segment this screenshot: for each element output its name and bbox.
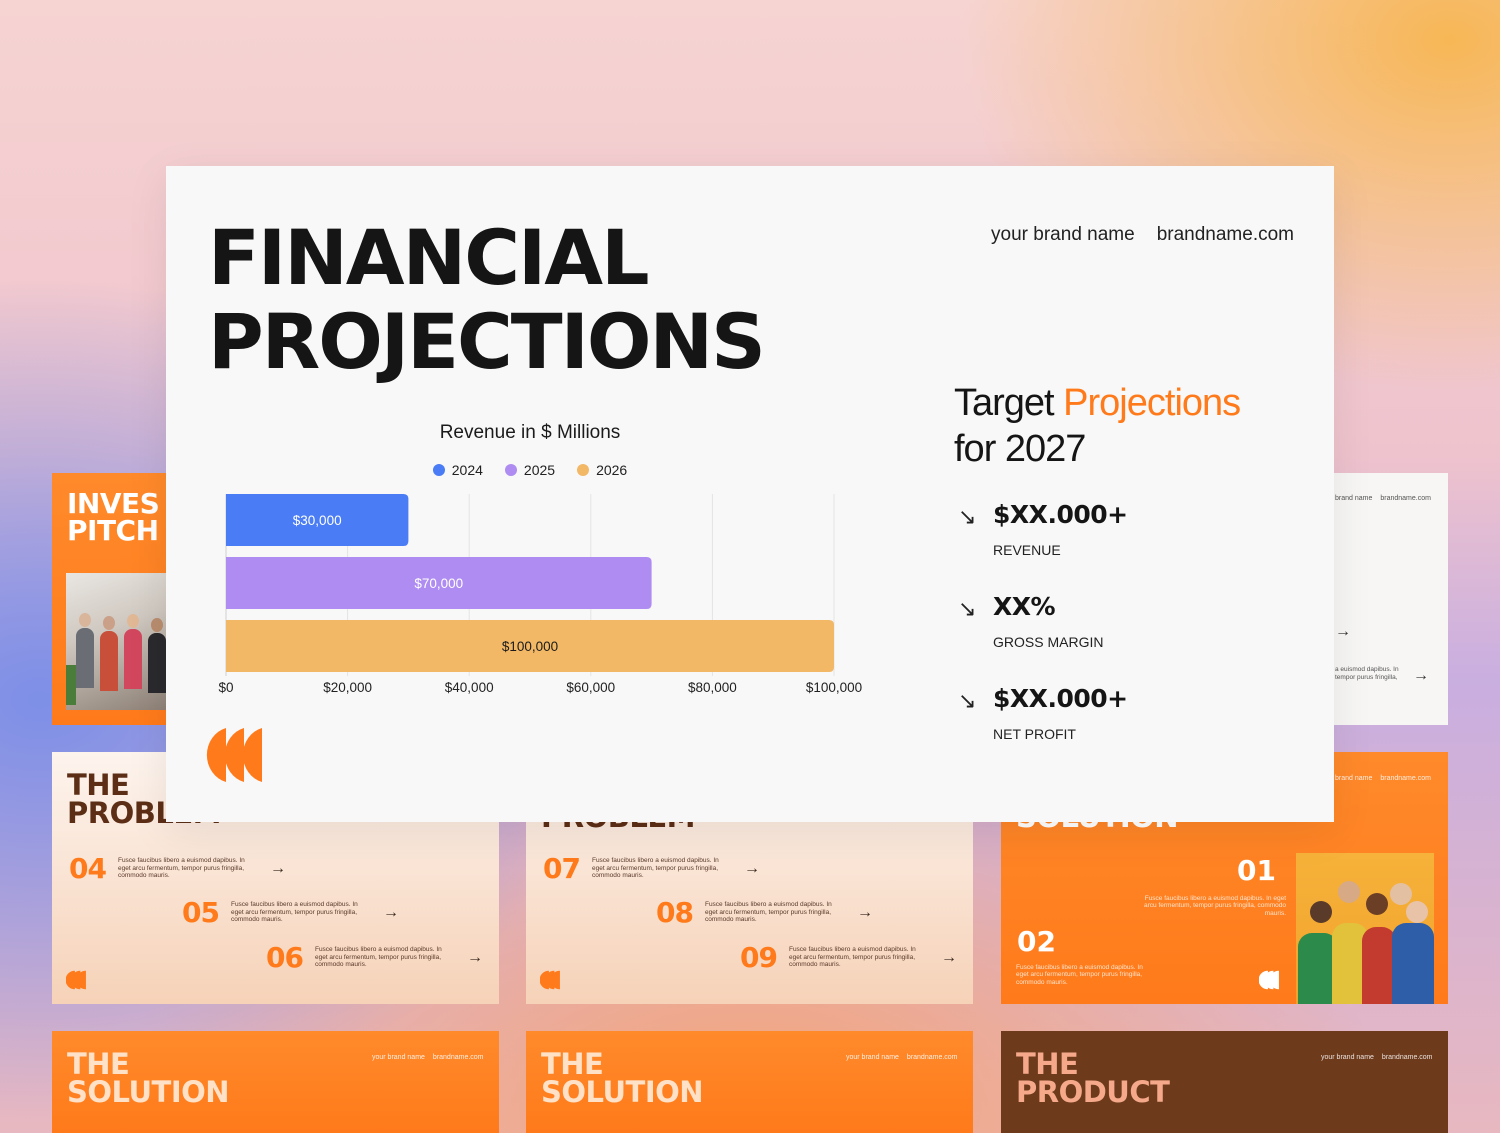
legend-swatch: [432, 464, 445, 476]
metric-label: NET PROFIT: [993, 726, 1076, 742]
team-photo: [1296, 853, 1434, 1004]
brand-row: your brand name brandname.com: [991, 224, 1294, 246]
legend-item-2025: 2025: [504, 462, 556, 478]
arrow-right-icon: →: [1413, 667, 1429, 684]
bar-data-label: $70,000: [414, 576, 463, 591]
brand-logo-icon: [66, 970, 86, 990]
problem-item: 09 Fusce faucibus libero a euismod dapib…: [740, 941, 957, 974]
slide-investor-pitch[interactable]: INVES PITCH: [52, 473, 182, 725]
text-snippet: a euismod dapibus. In tempor purus fringi…: [1335, 666, 1399, 681]
arrow-right-icon: →: [856, 903, 873, 921]
brand-row: your brand name brandname.com: [1321, 1054, 1433, 1061]
arrow-right-icon: →: [1335, 623, 1351, 640]
x-tick-label: $40,000: [445, 680, 494, 695]
team-photo: [66, 573, 182, 710]
slide-title: THE SOLUTION: [541, 1047, 704, 1109]
target-heading: Target Projections for 2027: [954, 382, 1241, 470]
metric-label: GROSS MARGIN: [993, 634, 1104, 650]
page-title: FINANCIAL PROJECTIONS: [208, 213, 766, 386]
problem-item: 05 Fusce faucibus libero a euismod dapib…: [182, 896, 399, 929]
slide-title: THE SOLUTION: [67, 1047, 230, 1109]
arrow-down-right-icon: ↘: [958, 504, 977, 529]
x-tick-label: $80,000: [688, 680, 737, 695]
solution-num-1: 01: [1237, 854, 1276, 887]
metric-value: XX%: [993, 592, 1056, 621]
brand-row: brand name brandname.com: [1335, 495, 1431, 502]
slide-financial-projections[interactable]: FINANCIAL PROJECTIONS your brand name bra…: [166, 166, 1334, 822]
bar-data-label: $100,000: [502, 639, 558, 654]
bar-2024: [226, 494, 409, 546]
brand-url: brandname.com: [1156, 224, 1294, 245]
slide-title: THE PRODUCT: [1016, 1047, 1170, 1109]
legend-item-2024: 2024: [432, 462, 483, 478]
arrow-down-right-icon: ↘: [958, 596, 977, 621]
slide-title: INVES PITCH: [67, 487, 160, 547]
target-projections: Target Projections for 2027: [954, 380, 1314, 472]
chart-title: Revenue in $ Millions: [439, 422, 621, 443]
x-tick-label: $60,000: [566, 680, 615, 695]
revenue-chart: Revenue in $ Millions 2024 2025 2026 $0 $20…: [206, 416, 886, 706]
problem-item: 04 Fusce faucibus libero a euismod dapib…: [69, 852, 286, 885]
legend-swatch: [577, 464, 590, 476]
bar-data-label: $30,000: [293, 513, 342, 528]
arrow-right-icon: →: [269, 859, 286, 877]
metric-value: $XX.000+: [993, 500, 1128, 529]
arrow-right-icon: →: [466, 948, 483, 966]
problem-item: 08 Fusce faucibus libero a euismod dapib…: [656, 896, 873, 929]
legend-label: 2025: [523, 462, 556, 478]
arrow-right-icon: →: [743, 859, 760, 877]
problem-item: 06 Fusce faucibus libero a euismod dapib…: [266, 941, 483, 974]
arrow-right-icon: →: [940, 948, 957, 966]
x-tick-label: $0: [218, 680, 233, 695]
slide-solution-2[interactable]: your brand name brandname.com THE SOLUTIO…: [526, 1031, 973, 1133]
slide-solution-1[interactable]: your brand name brandname.com THE SOLUTIO…: [52, 1031, 499, 1133]
chart-plot: $0 $20,000 $40,000 $60,000 $80,000 $100,000 $3…: [218, 494, 862, 695]
solution-num-2: 02: [1017, 925, 1056, 958]
brand-logo-icon: [540, 970, 560, 990]
bar-2026: [226, 620, 834, 672]
legend-label: 2024: [451, 462, 483, 478]
x-tick-label: $100,000: [806, 680, 862, 695]
legend-swatch: [504, 464, 517, 476]
brand-logo-icon: [1259, 970, 1279, 990]
slide-product[interactable]: your brand name brandname.com THE PRODUCT: [1001, 1031, 1448, 1133]
legend-item-2026: 2026: [577, 462, 627, 478]
brand-row: brand name brandname.com: [1335, 775, 1431, 782]
brand-logo-icon: [206, 728, 262, 782]
solution-text-1: Fusce faucibus libero a euismod dapibus.…: [1144, 895, 1286, 917]
arrow-right-icon: →: [382, 903, 399, 921]
metric-value: $XX.000+: [993, 684, 1128, 713]
solution-text-2: Fusce faucibus libero a euismod dapibus.…: [1016, 964, 1143, 986]
brand-row: your brand name brandname.com: [846, 1054, 958, 1061]
slide-right-white[interactable]: brand name brandname.com → a euismod dapi…: [1325, 473, 1448, 725]
problem-item: 07 Fusce faucibus libero a euismod dapib…: [543, 852, 760, 885]
metric-label: REVENUE: [993, 542, 1061, 558]
bar-2025: [226, 557, 652, 609]
brand-row: your brand name brandname.com: [372, 1054, 484, 1061]
chart-legend: 2024 2025 2026: [206, 462, 854, 478]
target-heading-accent: Projections: [1063, 382, 1241, 424]
x-tick-label: $20,000: [323, 680, 372, 695]
brand-name: your brand name: [991, 224, 1135, 245]
arrow-down-right-icon: ↘: [958, 688, 977, 713]
legend-label: 2026: [596, 462, 628, 478]
